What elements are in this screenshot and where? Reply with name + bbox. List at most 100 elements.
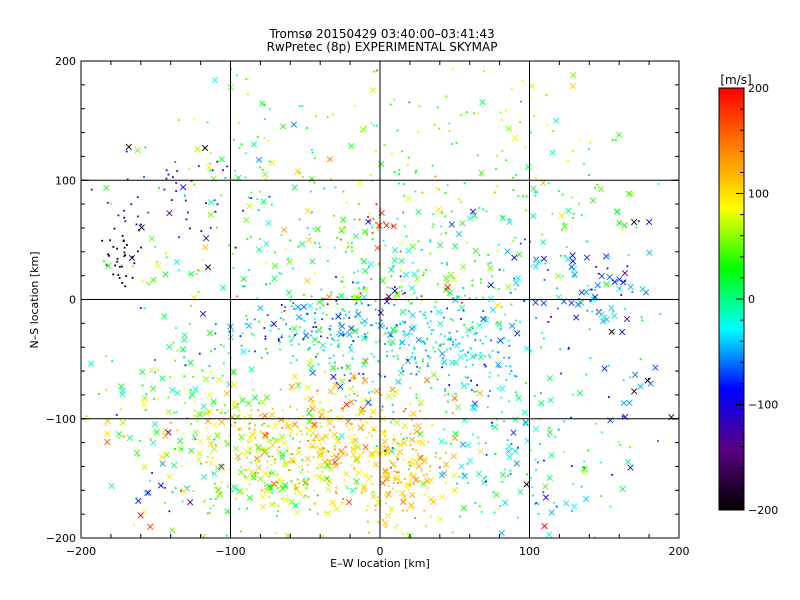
data-point xyxy=(232,267,235,269)
data-point xyxy=(283,309,286,312)
data-point xyxy=(384,244,387,247)
data-point xyxy=(119,419,127,426)
data-point xyxy=(291,421,298,428)
data-point xyxy=(399,322,402,325)
data-point xyxy=(261,412,269,419)
data-point xyxy=(578,202,580,205)
data-point xyxy=(121,265,123,268)
data-point xyxy=(384,276,386,279)
data-point xyxy=(519,242,522,245)
data-point xyxy=(315,445,318,448)
data-point xyxy=(297,245,300,248)
data-point xyxy=(426,338,429,341)
data-point xyxy=(271,275,278,282)
data-point xyxy=(631,218,638,226)
data-point xyxy=(391,349,394,352)
data-point xyxy=(291,305,293,307)
data-point xyxy=(345,425,348,428)
data-point xyxy=(432,346,435,349)
data-point xyxy=(480,511,483,513)
data-point xyxy=(417,454,424,462)
data-point xyxy=(328,429,331,432)
data-point xyxy=(449,338,452,341)
data-point xyxy=(104,355,107,358)
data-point xyxy=(357,424,364,431)
data-point xyxy=(498,243,500,246)
data-point xyxy=(447,400,449,403)
data-point xyxy=(335,313,342,320)
data-point xyxy=(336,339,339,342)
data-point xyxy=(262,433,269,441)
data-point xyxy=(509,469,512,472)
data-point xyxy=(470,284,472,287)
data-point xyxy=(238,433,241,436)
data-point xyxy=(232,330,235,333)
data-point xyxy=(447,271,455,279)
data-point xyxy=(408,332,411,335)
data-point xyxy=(403,183,406,185)
data-point xyxy=(611,312,618,319)
data-point xyxy=(429,240,432,243)
data-point xyxy=(540,346,542,349)
data-point xyxy=(552,117,560,124)
data-point xyxy=(354,414,357,417)
data-point xyxy=(489,261,492,264)
data-point xyxy=(199,462,202,465)
data-point xyxy=(360,302,363,305)
data-point xyxy=(535,317,538,319)
data-point xyxy=(368,432,370,434)
data-point xyxy=(184,199,187,202)
data-point xyxy=(195,456,202,463)
data-point xyxy=(248,196,250,199)
data-point xyxy=(303,329,306,332)
data-point xyxy=(402,364,404,367)
data-point xyxy=(116,257,119,260)
data-point xyxy=(498,268,501,271)
data-point xyxy=(568,263,575,271)
data-point xyxy=(154,371,157,374)
data-point xyxy=(512,447,519,455)
data-point xyxy=(200,473,207,480)
data-point xyxy=(297,489,304,497)
data-point xyxy=(353,478,360,485)
data-point xyxy=(375,322,378,325)
data-point xyxy=(398,471,401,474)
data-point xyxy=(440,211,443,214)
data-point xyxy=(335,486,338,489)
data-point xyxy=(439,457,441,460)
data-point xyxy=(141,401,148,408)
data-point xyxy=(378,373,381,376)
data-point xyxy=(469,404,477,411)
data-point xyxy=(600,461,602,464)
data-point xyxy=(413,346,416,349)
data-point xyxy=(483,363,486,366)
data-point xyxy=(464,365,467,368)
data-point xyxy=(348,325,355,332)
data-point xyxy=(270,463,273,466)
data-point xyxy=(351,281,354,284)
data-point xyxy=(521,79,524,82)
data-point xyxy=(343,310,346,312)
data-point xyxy=(111,360,114,362)
data-point xyxy=(263,394,270,401)
data-point xyxy=(453,342,460,349)
data-point xyxy=(371,180,374,182)
data-point xyxy=(600,318,607,325)
data-point xyxy=(136,196,139,199)
data-point xyxy=(414,275,421,283)
data-point xyxy=(137,229,140,232)
data-point xyxy=(586,284,589,287)
data-point xyxy=(183,375,186,378)
data-point xyxy=(386,476,389,479)
data-point xyxy=(322,458,329,466)
data-point xyxy=(330,409,333,412)
data-point xyxy=(585,240,588,243)
data-point xyxy=(177,445,184,452)
data-point xyxy=(338,449,341,452)
data-point xyxy=(332,113,334,116)
data-point xyxy=(230,381,238,389)
data-point xyxy=(495,361,502,368)
data-point xyxy=(399,250,402,253)
data-point xyxy=(309,445,312,448)
